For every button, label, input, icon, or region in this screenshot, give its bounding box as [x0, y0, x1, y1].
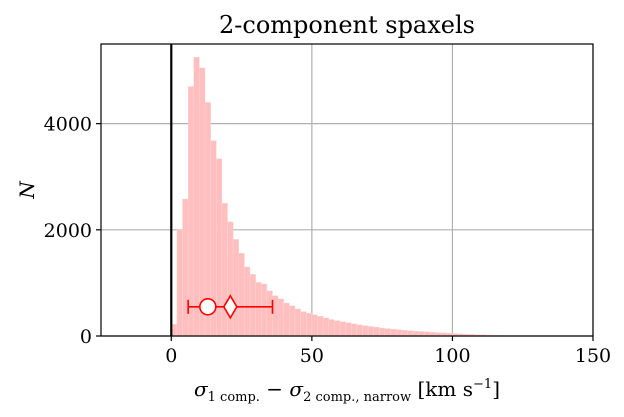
histogram-bar — [345, 322, 352, 337]
histogram-bar — [182, 198, 189, 337]
histogram-bar — [396, 329, 403, 337]
y-tick-label: 4000 — [44, 114, 92, 136]
y-tick-label: 2000 — [44, 220, 92, 242]
histogram-bar — [289, 305, 296, 337]
summary-markers — [187, 294, 274, 320]
histogram-bar — [362, 325, 369, 337]
histogram-bar — [249, 274, 256, 337]
histogram-bar — [306, 312, 313, 337]
histogram-bar — [373, 327, 380, 337]
histogram-bar — [356, 324, 363, 337]
histogram-bar — [334, 320, 341, 337]
histogram-bar — [187, 86, 194, 337]
x-tick-label: 50 — [300, 345, 324, 367]
diamond-marker — [222, 294, 238, 320]
histogram-bar — [294, 308, 301, 337]
x-tick-label: 150 — [575, 345, 611, 367]
x-tick-label: 100 — [434, 345, 470, 367]
histogram-bar — [379, 327, 386, 337]
histogram-bar — [232, 239, 239, 337]
histogram-bars — [171, 57, 509, 337]
histogram-bar — [199, 67, 206, 337]
histogram-bar — [412, 330, 419, 337]
y-axis-label: N — [15, 180, 39, 200]
histogram-bar — [384, 328, 391, 337]
histogram-bar — [300, 311, 307, 337]
histogram-bar — [328, 319, 335, 337]
histogram-bar — [390, 328, 397, 337]
circle-marker — [199, 297, 217, 316]
y-tick-label: 0 — [80, 326, 92, 348]
histogram-bar — [367, 326, 374, 337]
histogram-bar — [401, 329, 408, 337]
x-axis-label: σ1 comp. − σ2 comp., narrow [km s−1] — [194, 377, 500, 405]
x-tick-label: 0 — [165, 345, 177, 367]
histogram-bar — [176, 229, 183, 337]
histogram-bar — [351, 323, 358, 337]
grid-lines — [101, 44, 594, 337]
histogram-bar — [193, 57, 200, 337]
plot-frame — [100, 43, 594, 337]
histogram-bar — [283, 302, 290, 337]
histogram-bar — [244, 266, 251, 337]
histogram-bar — [339, 321, 346, 337]
histogram-bar — [261, 283, 268, 337]
histogram-bar — [407, 330, 414, 337]
histogram-bar — [216, 158, 223, 337]
histogram-bar — [272, 295, 279, 337]
chart-title: 2-component spaxels — [219, 11, 475, 39]
histogram-bar — [266, 290, 273, 337]
histogram-bar — [238, 252, 245, 337]
histogram-bar — [221, 203, 228, 337]
histogram-bar — [317, 316, 324, 337]
histogram-bar — [322, 317, 329, 337]
histogram-bar — [255, 282, 262, 337]
histogram-bar — [418, 331, 425, 337]
histogram-bar — [424, 331, 431, 337]
axis-ticks: 0 50 100 150 0 2000 4000 — [44, 114, 611, 367]
histogram-bar — [277, 298, 284, 337]
histogram-bar — [311, 314, 318, 337]
